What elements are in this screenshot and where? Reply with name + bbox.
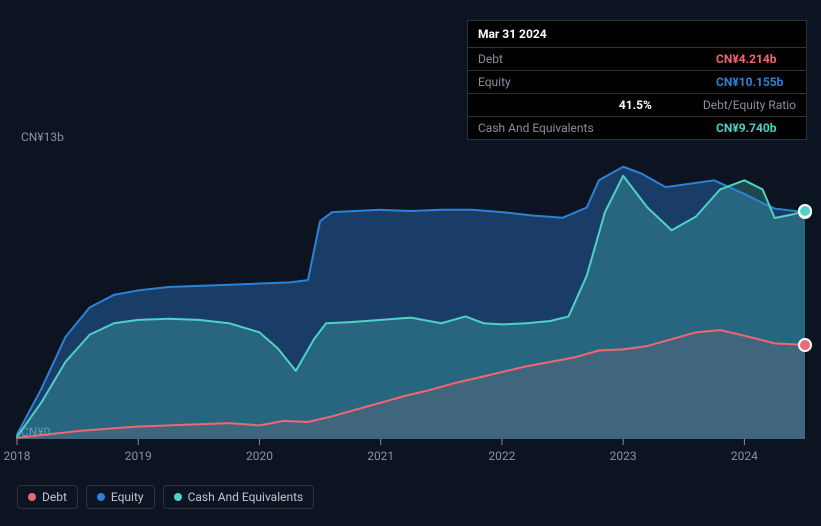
tooltip-row-label: Equity [478, 75, 716, 89]
tooltip-row-suffix: Debt/Equity Ratio [703, 98, 796, 112]
tooltip-row-value: CN¥4.214b [716, 52, 796, 66]
legend-dot-icon [28, 493, 36, 501]
tooltip-row-label: Cash And Equivalents [478, 121, 716, 135]
tooltip-row-label: Debt [478, 52, 716, 66]
legend-item[interactable]: Debt [17, 485, 78, 509]
legend-dot-icon [174, 493, 182, 501]
tooltip-row-value: CN¥10.155b [716, 75, 796, 89]
tooltip-row-label [478, 98, 619, 112]
tooltip-row: Cash And EquivalentsCN¥9.740b [468, 117, 806, 139]
tooltip-title: Mar 31 2024 [468, 21, 806, 48]
tooltip-row: DebtCN¥4.214b [468, 48, 806, 71]
tooltip-row: 41.5% Debt/Equity Ratio [468, 94, 806, 117]
legend-item-label: Cash And Equivalents [188, 490, 304, 504]
legend-dot-icon [97, 493, 105, 501]
tooltip-row: EquityCN¥10.155b [468, 71, 806, 94]
tooltip-row-value: 41.5% [619, 98, 699, 112]
legend-item-label: Equity [111, 490, 144, 504]
tooltip-rows: DebtCN¥4.214bEquityCN¥10.155b41.5%Debt/E… [468, 48, 806, 139]
legend-item[interactable]: Cash And Equivalents [163, 485, 315, 509]
chart-tooltip: Mar 31 2024 DebtCN¥4.214bEquityCN¥10.155… [467, 20, 807, 140]
legend-item[interactable]: Equity [86, 485, 155, 509]
chart-legend: Debt Equity Cash And Equivalents [17, 485, 314, 509]
marker-debt [798, 338, 812, 352]
tooltip-row-value: CN¥9.740b [716, 121, 796, 135]
marker-cash [798, 204, 812, 218]
legend-item-label: Debt [42, 490, 67, 504]
